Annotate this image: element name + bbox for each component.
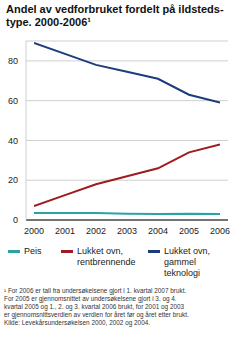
svg-text:60: 60 (8, 96, 18, 106)
svg-text:2002: 2002 (86, 226, 106, 236)
html-text:For 2005 er gjennomsnittet av: For 2005 er gjennomsnittet av undersøkel… (4, 295, 177, 302)
html-text:Lukket ovn, gammel teknologi: Lukket ovn, gammel teknologi (164, 246, 210, 278)
svg-text:0: 0 (13, 215, 18, 225)
html-text:Peis: Peis (24, 246, 42, 256)
html-text:type. 2000-2006¹: type. 2000-2006¹ (6, 16, 91, 28)
svg-text:2006: 2006 (210, 226, 230, 236)
html-text:kvartal 2005 og 1., 2. og 3. k: kvartal 2005 og 1., 2. og 3. kvartal 200… (4, 303, 185, 310)
svg-text:2003: 2003 (117, 226, 137, 236)
svg-text:2001: 2001 (55, 226, 75, 236)
html-text:Kilde: Levekårsundersøkelsen 2: Kilde: Levekårsundersøkelsen 2000, 2002 … (4, 319, 150, 326)
html-text:Andel av vedforbruket fordelt: Andel av vedforbruket fordelt på ildsted… (6, 3, 224, 15)
svg-text:2000: 2000 (24, 226, 44, 236)
html-text:er gjennomsnittsverdien av ver: er gjennomsnittsverdien av verdien for å… (4, 311, 189, 318)
html-text:¹ For 2006 er tall fra undersø: ¹ For 2006 er tall fra undersøkelsene gj… (4, 287, 187, 294)
svg-text:2004: 2004 (148, 226, 168, 236)
svg-text:40: 40 (8, 136, 18, 146)
svg-text:20: 20 (8, 175, 18, 185)
html-text:Lukket ovn, rentbrennende: Lukket ovn, rentbrennende (77, 246, 136, 267)
svg-text:2005: 2005 (179, 226, 199, 236)
svg-text:80: 80 (8, 56, 18, 66)
